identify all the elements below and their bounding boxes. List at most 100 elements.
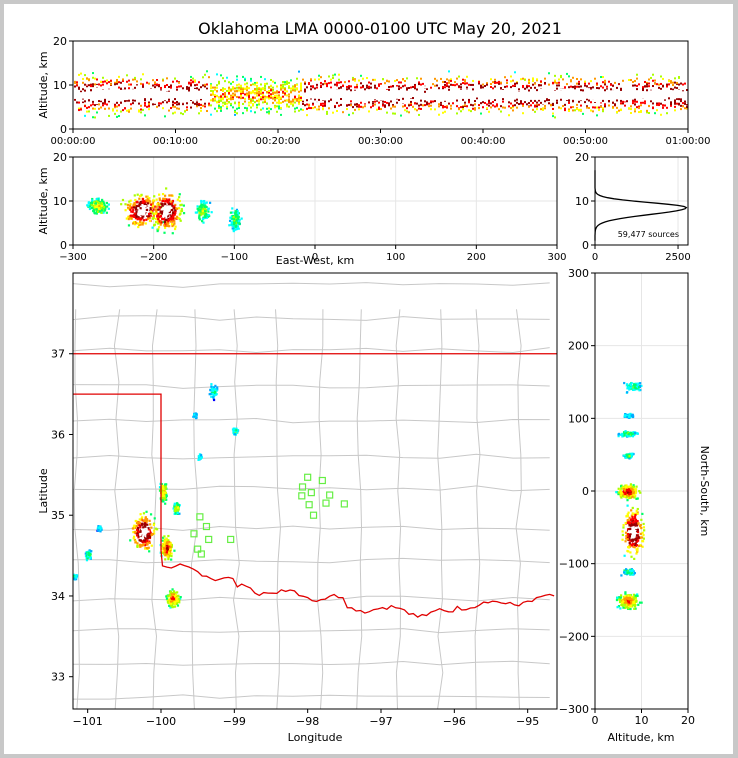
density-cell <box>238 101 240 104</box>
density-cell <box>161 499 164 502</box>
density-cell <box>378 106 380 109</box>
density-cell <box>648 85 650 88</box>
density-cell <box>586 98 588 101</box>
density-cell <box>248 96 250 99</box>
density-cell <box>270 93 272 96</box>
density-cell <box>306 88 308 91</box>
density-cell <box>216 110 218 113</box>
density-cell <box>159 214 163 218</box>
density-cell <box>192 95 194 98</box>
county-line <box>73 453 550 460</box>
density-cell <box>246 87 248 90</box>
density-cell <box>166 101 168 104</box>
density-cell <box>422 104 424 107</box>
density-cell <box>138 197 141 200</box>
density-cell <box>88 202 92 205</box>
density-cell <box>584 95 586 98</box>
density-cell <box>196 87 198 90</box>
density-cell <box>150 544 153 547</box>
figure-svg: Oklahoma LMA 0000-0100 UTC May 20, 2021 … <box>37 19 711 744</box>
density-cell <box>142 540 145 544</box>
density-cell <box>356 103 358 106</box>
density-cell <box>518 97 520 100</box>
density-cell <box>132 222 135 225</box>
density-cell <box>446 87 448 90</box>
density-cell <box>348 97 350 100</box>
density-cell <box>622 100 624 103</box>
density-cell <box>592 94 594 97</box>
density-cell <box>174 105 176 108</box>
density-cell <box>198 112 200 115</box>
density-cell <box>646 109 648 112</box>
density-cell <box>144 205 147 208</box>
density-cell <box>233 226 236 229</box>
density-cell <box>558 81 560 84</box>
density-cell <box>100 204 104 208</box>
density-cell <box>254 81 256 84</box>
density-cell <box>147 215 150 218</box>
density-cell <box>222 98 224 101</box>
density-cell <box>158 197 161 200</box>
density-cell <box>426 86 428 89</box>
ew-ytick-label: 0 <box>60 239 67 252</box>
density-cell <box>634 103 636 106</box>
density-cell <box>314 96 316 99</box>
density-cell <box>290 102 292 105</box>
density-cell <box>388 93 390 96</box>
density-cell <box>430 90 432 93</box>
density-cell <box>326 110 328 113</box>
density-cell <box>141 208 144 212</box>
density-cell <box>504 106 506 109</box>
county-line <box>395 309 402 709</box>
density-cell <box>662 106 664 109</box>
density-cell <box>231 211 234 214</box>
density-cell <box>143 202 146 206</box>
density-cell <box>155 528 159 531</box>
density-cell <box>546 99 548 102</box>
ew-ytick-label: 10 <box>53 195 67 208</box>
density-cell <box>286 90 288 93</box>
density-cell <box>558 90 560 93</box>
density-cell <box>242 96 244 99</box>
density-cell <box>126 74 128 77</box>
density-cell <box>464 104 466 107</box>
ew-altitude-density <box>86 187 243 235</box>
density-cell <box>560 88 562 91</box>
density-cell <box>238 86 240 89</box>
density-cell <box>432 100 434 103</box>
density-cell <box>448 79 450 82</box>
density-cell <box>434 77 436 80</box>
density-cell <box>233 227 236 230</box>
density-cell <box>686 103 688 106</box>
density-cell <box>552 102 554 105</box>
density-cell <box>354 103 356 106</box>
county-line <box>73 384 550 389</box>
density-cell <box>572 97 574 100</box>
density-cell <box>352 112 354 115</box>
density-cell <box>138 217 141 220</box>
density-cell <box>134 97 136 100</box>
density-cell <box>145 531 148 534</box>
density-cell <box>248 101 250 104</box>
density-cell <box>628 98 630 101</box>
density-cell <box>564 91 566 94</box>
density-cell <box>384 105 386 108</box>
density-cell <box>408 87 410 90</box>
density-cell <box>360 88 362 91</box>
density-cell <box>268 86 270 89</box>
density-cell <box>170 604 173 608</box>
density-cell <box>574 95 576 98</box>
density-cell <box>438 87 440 90</box>
density-cell <box>240 90 242 93</box>
density-cell <box>676 88 678 91</box>
density-cell <box>270 88 272 91</box>
density-cell <box>576 82 578 85</box>
density-cell <box>444 84 446 87</box>
density-cell <box>526 86 528 89</box>
density-cell <box>314 87 316 90</box>
density-cell <box>550 93 552 96</box>
density-cell <box>94 107 96 110</box>
density-cell <box>556 91 558 94</box>
density-cell <box>654 112 656 115</box>
county-line <box>190 309 198 709</box>
